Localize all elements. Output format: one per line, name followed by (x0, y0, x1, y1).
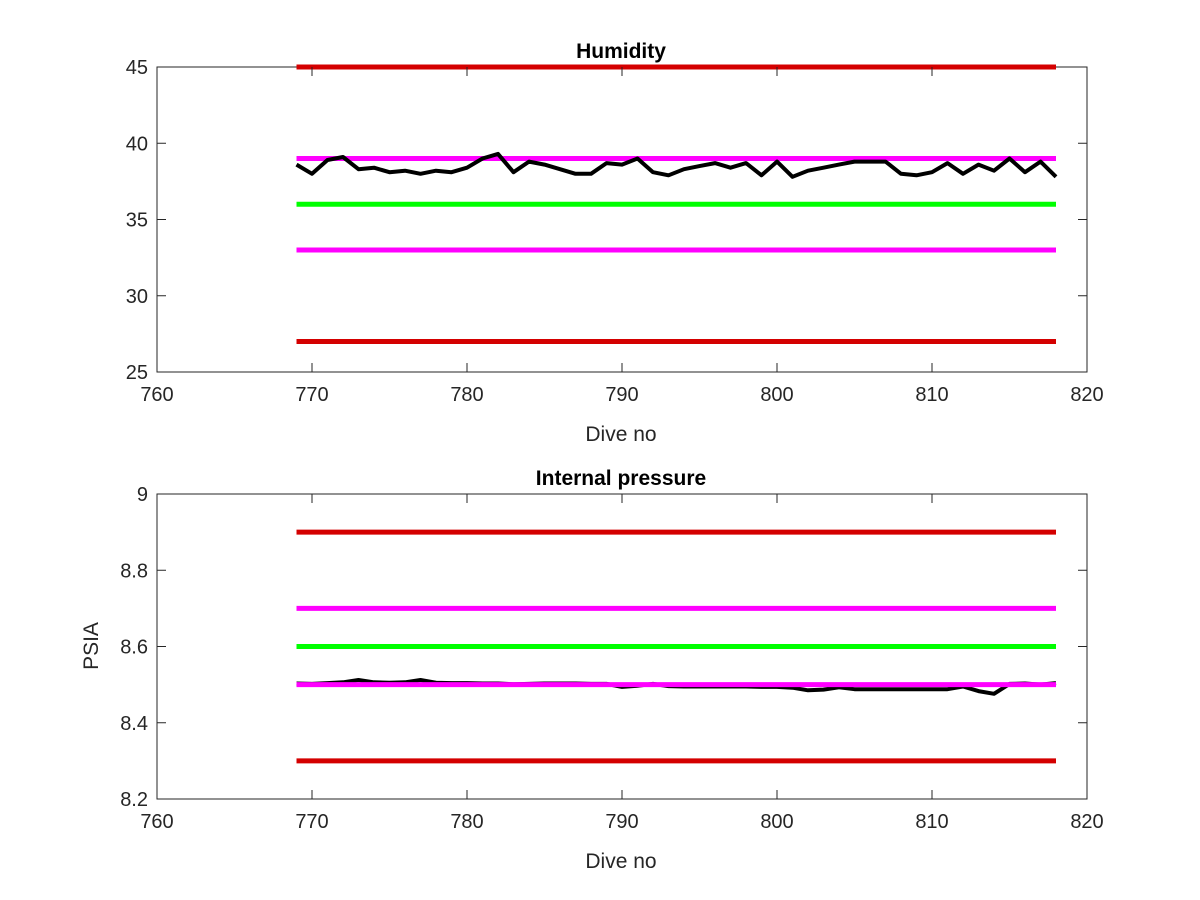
x-tick-label: 820 (1070, 811, 1103, 833)
x-tick-label: 820 (1070, 384, 1103, 406)
x-tick-label: 790 (605, 384, 638, 406)
x-tick-label: 780 (450, 811, 483, 833)
y-tick-label: 9 (137, 484, 148, 506)
y-tick-label: 8.4 (120, 713, 148, 735)
humidity-x-axis-label: Dive no (585, 423, 656, 446)
internal-pressure-axes: 760 770 780 790 800 810 820 8.2 8.4 8.6 8.8 9 Inter… (80, 467, 1104, 873)
x-tick-label: 800 (760, 811, 793, 833)
y-tick-label: 25 (126, 362, 148, 384)
humidity-plot-area (156, 66, 1088, 373)
humidity-title: Humidity (576, 40, 666, 63)
x-tick-label: 760 (140, 384, 173, 406)
y-tick-label: 40 (126, 133, 148, 155)
x-tick-label: 760 (140, 811, 173, 833)
pressure-ticks: 760 770 780 790 800 810 820 8.2 8.4 8.6 8.8 9 (120, 484, 1104, 833)
y-tick-label: 45 (126, 57, 148, 79)
x-tick-label: 780 (450, 384, 483, 406)
humidity-axes: 760 770 780 790 800 810 820 25 30 35 40 45 Humidity… (126, 40, 1104, 446)
pressure-series (296, 678, 1057, 696)
humidity-series (295, 151, 1058, 179)
humidity-threshold-lines (296, 64, 1056, 344)
pressure-y-axis-label: PSIA (80, 622, 103, 670)
pressure-threshold-lines (296, 529, 1056, 764)
y-tick-label: 8.2 (120, 789, 148, 811)
pressure-x-axis-label: Dive no (585, 850, 656, 873)
humidity-series-line-0 (295, 151, 1058, 179)
y-tick-label: 35 (126, 210, 148, 232)
pressure-title: Internal pressure (536, 467, 706, 490)
y-tick-label: 8.6 (120, 637, 148, 659)
x-tick-label: 810 (915, 384, 948, 406)
x-tick-label: 800 (760, 384, 793, 406)
x-tick-label: 770 (295, 384, 328, 406)
humidity-ticks: 760 770 780 790 800 810 820 25 30 35 40 45 (126, 57, 1104, 406)
y-tick-label: 30 (126, 286, 148, 308)
x-tick-label: 770 (295, 811, 328, 833)
y-tick-label: 8.8 (120, 560, 148, 582)
x-tick-label: 810 (915, 811, 948, 833)
x-tick-label: 790 (605, 811, 638, 833)
